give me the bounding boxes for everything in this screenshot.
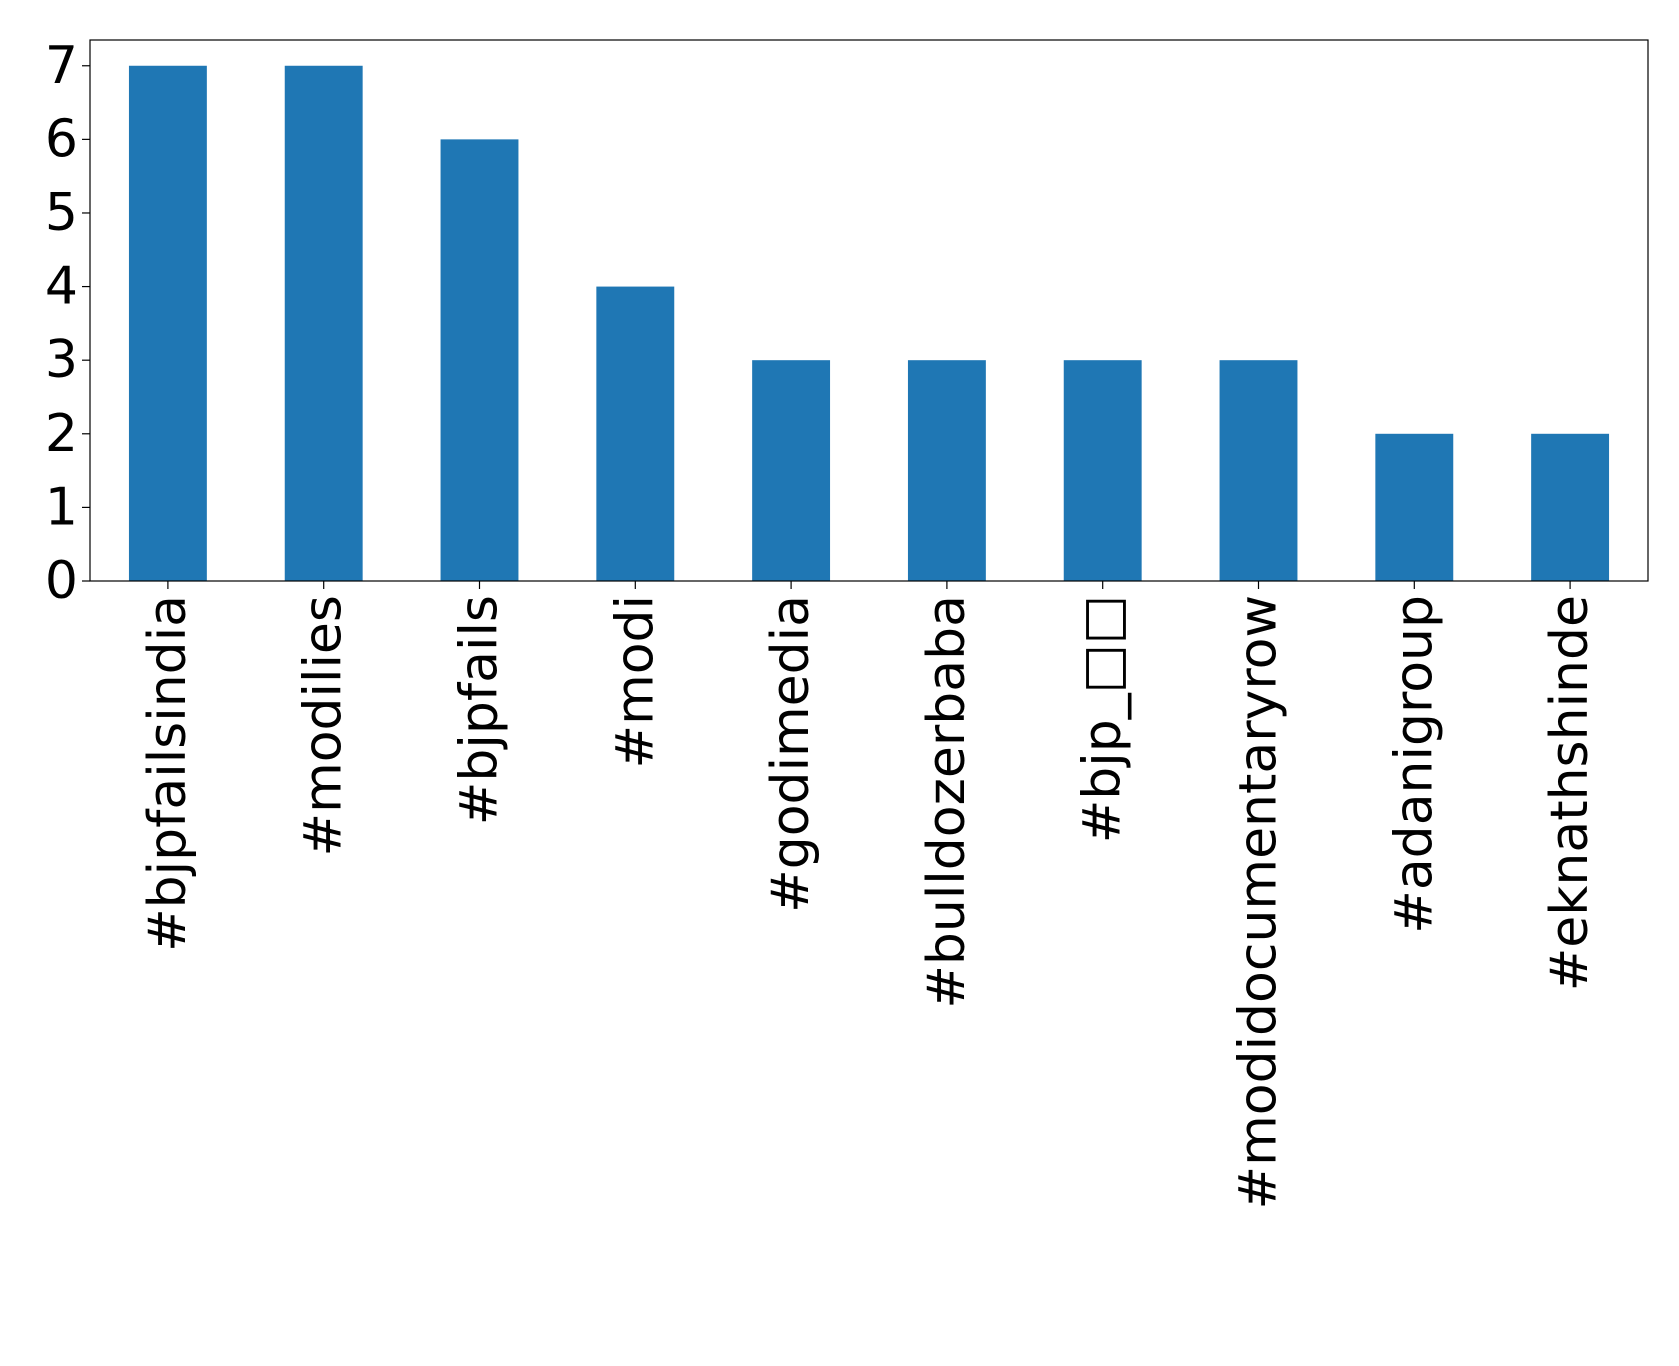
y-tick-label: 7 [45, 36, 78, 96]
y-tick-label: 6 [45, 109, 78, 169]
bar [440, 139, 519, 581]
y-tick-label: 4 [45, 257, 78, 317]
x-tick-label: #bjp_□□ [1073, 595, 1133, 843]
y-tick-label: 1 [45, 477, 78, 537]
x-tick-label: #eknathshinde [1540, 595, 1600, 991]
bar [1375, 433, 1454, 581]
x-tick-label: #modidocumentaryrow [1229, 595, 1289, 1209]
bar [1063, 360, 1142, 581]
x-tick-label: #modilies [294, 595, 354, 856]
plot-frame [89, 39, 1649, 582]
x-tick-label: #godimedia [761, 595, 821, 913]
bar [907, 360, 986, 581]
x-tick-label: #bjpfailsindia [138, 595, 198, 952]
bar [596, 286, 675, 581]
y-tick-label: 0 [45, 551, 78, 611]
bar [284, 65, 363, 581]
y-tick-label: 5 [45, 183, 78, 243]
x-tick-label: #modi [605, 595, 665, 769]
bar [1531, 433, 1610, 581]
bar [752, 360, 831, 581]
x-tick-label: #bjpfails [450, 595, 510, 825]
bar [1219, 360, 1298, 581]
x-tick-label: #bulldozerbaba [917, 595, 977, 1009]
x-tick-label: #adanigroup [1384, 595, 1444, 934]
y-tick-label: 2 [45, 404, 78, 464]
bar [128, 65, 207, 581]
y-tick-label: 3 [45, 330, 78, 390]
